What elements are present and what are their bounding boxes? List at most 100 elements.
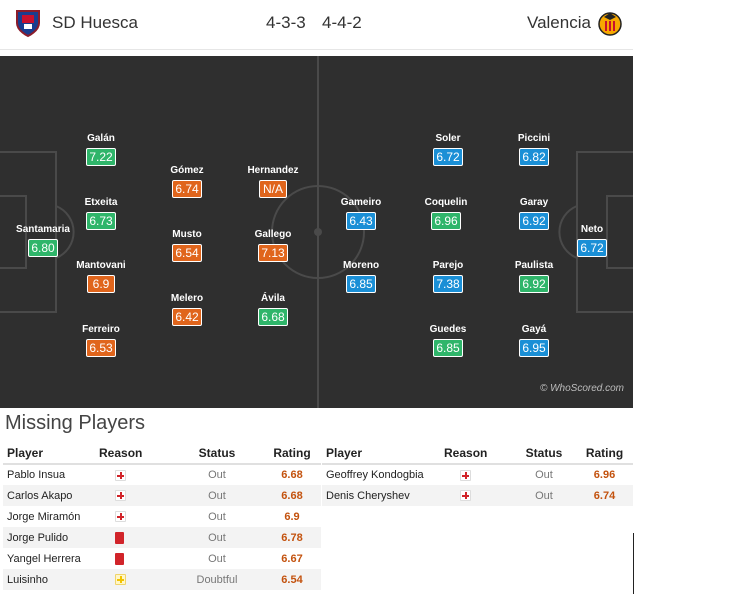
home-missing-table: Player Reason Status Rating Pablo Insua O… (3, 443, 321, 590)
player-rating: 6.85 (433, 339, 463, 357)
status-text: Out (171, 485, 263, 506)
player-rating: 6.85 (346, 275, 376, 293)
player-name: Piccini (517, 133, 551, 144)
player-name: Parejo (432, 260, 464, 271)
player-name: Gallego (254, 229, 292, 240)
player-rating: 6.92 (519, 275, 549, 293)
home-player[interactable]: Galán 7.22 (66, 132, 136, 166)
home-team-name[interactable]: SD Huesca (52, 13, 138, 32)
status-text: Out (171, 527, 263, 548)
table-row: Geoffrey Kondogbia Out 6.96 (322, 464, 633, 485)
player-name: Guedes (429, 324, 467, 335)
missing-player-name[interactable]: Pablo Insua (7, 469, 66, 481)
player-rating: 6.53 (86, 339, 116, 357)
missing-player-name[interactable]: Jorge Miramón (7, 510, 81, 523)
player-name: Melero (170, 293, 204, 304)
home-player[interactable]: Ferreiro 6.53 (66, 323, 136, 357)
player-name: Musto (172, 229, 202, 240)
away-player[interactable]: Moreno 6.85 (326, 259, 396, 293)
player-rating: 6.43 (346, 212, 376, 230)
red-card-icon (115, 552, 124, 565)
reason-cell (99, 527, 171, 548)
home-player[interactable]: Etxeita 6.73 (66, 196, 136, 230)
missing-player-name[interactable]: Geoffrey Kondogbia (326, 469, 424, 481)
rating-value: 6.68 (281, 469, 303, 481)
status-text: Out (208, 469, 226, 481)
player-rating: N/A (259, 180, 287, 198)
injury-icon (460, 490, 471, 502)
reason-cell (99, 548, 171, 569)
missing-player-name[interactable]: Denis Cheryshev (322, 485, 444, 506)
player-rating: 7.13 (258, 244, 288, 262)
home-player[interactable]: Melero 6.42 (152, 292, 222, 326)
missing-player-name[interactable]: Carlos Akapo (3, 485, 99, 506)
player-name: Neto (580, 224, 604, 235)
player-rating: 6.54 (172, 244, 202, 262)
table-row: Jorge Pulido Out 6.78 (3, 527, 321, 548)
away-player[interactable]: Soler 6.72 (413, 132, 483, 166)
player-rating: 6.9 (87, 275, 115, 293)
missing-player-name[interactable]: Yangel Herrera (7, 552, 81, 565)
status-text: Out (512, 485, 576, 506)
player-rating: 6.95 (519, 339, 549, 357)
away-player[interactable]: Paulista 6.92 (499, 259, 569, 293)
player-name: Ávila (261, 293, 285, 304)
missing-player-name[interactable]: Luisinho (3, 569, 99, 590)
col-status: Status (512, 443, 576, 465)
player-rating: 6.73 (86, 212, 116, 230)
col-status: Status (171, 443, 263, 465)
col-reason: Reason (444, 443, 512, 465)
home-player[interactable]: Musto 6.54 (152, 228, 222, 262)
home-player[interactable]: Hernandez N/A (238, 164, 308, 198)
table-row: Denis Cheryshev Out 6.74 (322, 485, 633, 506)
rating-value: 6.68 (263, 485, 321, 506)
home-player[interactable]: Ávila 6.68 (238, 292, 308, 326)
rating-value: 6.54 (263, 569, 321, 590)
pitch: Galán 7.22 Etxeita 6.73 Santamaria 6.80 Mantov… (0, 56, 633, 408)
home-player[interactable]: Santamaria 6.80 (8, 223, 78, 257)
injury-icon (115, 511, 126, 523)
table-row: Luisinho Doubtful 6.54 (3, 569, 321, 590)
home-formation: 4-3-3 (266, 13, 306, 32)
reason-cell (99, 464, 171, 485)
player-name: Moreno (342, 260, 380, 271)
away-player[interactable]: Piccini 6.82 (499, 132, 569, 166)
rating-value: 6.74 (576, 485, 633, 506)
player-name: Etxeita (84, 197, 118, 208)
player-name: Gameiro (340, 197, 382, 208)
huesca-crest-icon (14, 8, 42, 38)
player-name: Paulista (514, 260, 554, 271)
rating-value: 6.9 (284, 510, 300, 523)
away-player[interactable]: Gameiro 6.43 (326, 196, 396, 230)
pitch-lines (0, 56, 633, 408)
reason-cell (99, 485, 171, 506)
away-player[interactable]: Guedes 6.85 (413, 323, 483, 357)
home-player[interactable]: Gómez 6.74 (152, 164, 222, 198)
rating-value: 6.67 (281, 552, 303, 565)
player-name: Mantovani (76, 260, 126, 271)
player-rating: 7.22 (86, 148, 116, 166)
away-player[interactable]: Gayá 6.95 (499, 323, 569, 357)
away-team-name[interactable]: Valencia (527, 13, 591, 32)
player-name: Gayá (521, 324, 547, 335)
away-player[interactable]: Garay 6.92 (499, 196, 569, 230)
player-rating: 6.92 (519, 212, 549, 230)
reason-cell (444, 464, 512, 485)
status-text: Out (535, 469, 553, 481)
missing-player-name[interactable]: Jorge Pulido (3, 527, 99, 548)
away-player[interactable]: Parejo 7.38 (413, 259, 483, 293)
valencia-crest-icon (596, 8, 624, 38)
away-formation: 4-4-2 (322, 13, 362, 32)
red-card-icon (115, 531, 124, 544)
reason-cell (99, 569, 171, 590)
home-player[interactable]: Gallego 7.13 (238, 228, 308, 262)
player-rating: 6.96 (431, 212, 461, 230)
col-rating: Rating (263, 443, 321, 465)
player-rating: 6.74 (172, 180, 202, 198)
rating-value: 6.96 (593, 469, 616, 481)
away-player[interactable]: Neto 6.72 (557, 223, 627, 257)
away-player[interactable]: Coquelin 6.96 (411, 196, 481, 230)
player-name: Santamaria (16, 224, 70, 235)
player-rating: 6.72 (433, 148, 463, 166)
home-player[interactable]: Mantovani 6.9 (66, 259, 136, 293)
